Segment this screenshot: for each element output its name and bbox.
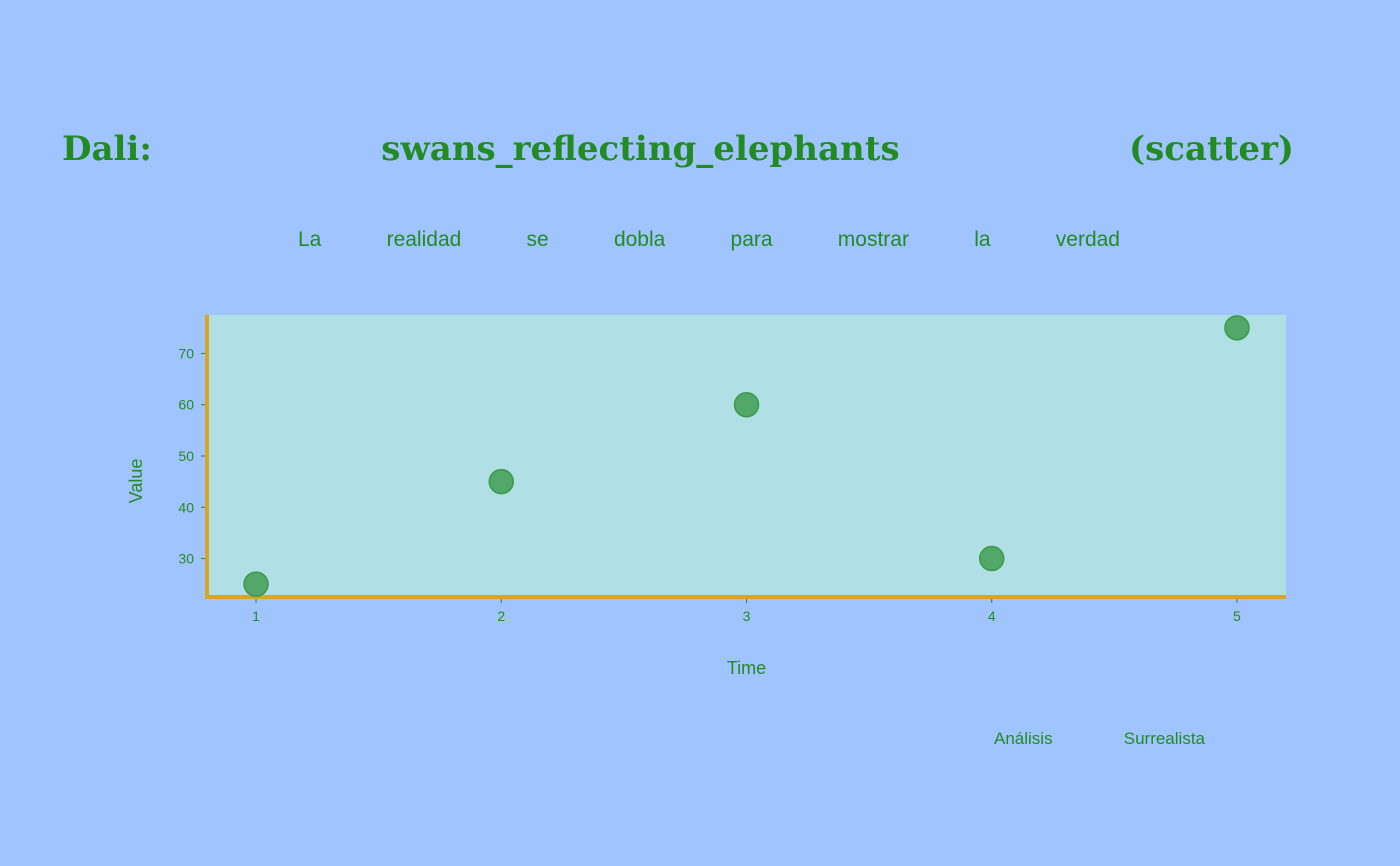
data-point [978,545,1005,572]
subtitle-word: la [974,228,991,251]
x-tick-label: 1 [252,608,260,624]
subtitle-word: realidad [386,228,462,251]
footer-word: Surrealista [1123,729,1205,748]
y-tick-label: 70 [178,345,194,361]
chart-title: Dali: swans_reflecting_elephants (scatte… [62,126,1294,172]
x-tick-label: 4 [988,608,996,624]
subtitle-word: dobla [613,228,666,251]
title-word: (scatter) [1128,129,1294,169]
x-tick-label: 2 [497,608,505,624]
footer-word: Análisis [994,729,1053,748]
subtitle-word: se [526,228,549,251]
chart-subtitle: La realidad se dobla para mostrar la ver… [298,226,1120,254]
data-point [1224,315,1250,341]
data-point [243,571,269,597]
data-point [733,391,760,418]
y-tick-label: 60 [178,397,194,413]
subtitle-word: mostrar [837,228,909,251]
plot-area [207,315,1286,597]
x-tick-label: 3 [743,608,751,624]
y-tick-label: 30 [178,551,194,567]
subtitle-word: para [730,228,773,251]
title-word: Dali: [62,129,152,169]
title-word: swans_reflecting_elephants [381,129,900,169]
x-tick-label: 5 [1233,608,1241,624]
footer-caption: Análisis Surrealista [994,728,1205,750]
y-axis-title: Value [126,459,146,504]
x-axis-title: Time [727,658,766,678]
subtitle-word: verdad [1055,228,1120,251]
data-point [488,468,515,495]
y-tick-label: 40 [178,499,194,515]
y-tick-label: 50 [178,448,194,464]
subtitle-word: La [298,228,322,251]
